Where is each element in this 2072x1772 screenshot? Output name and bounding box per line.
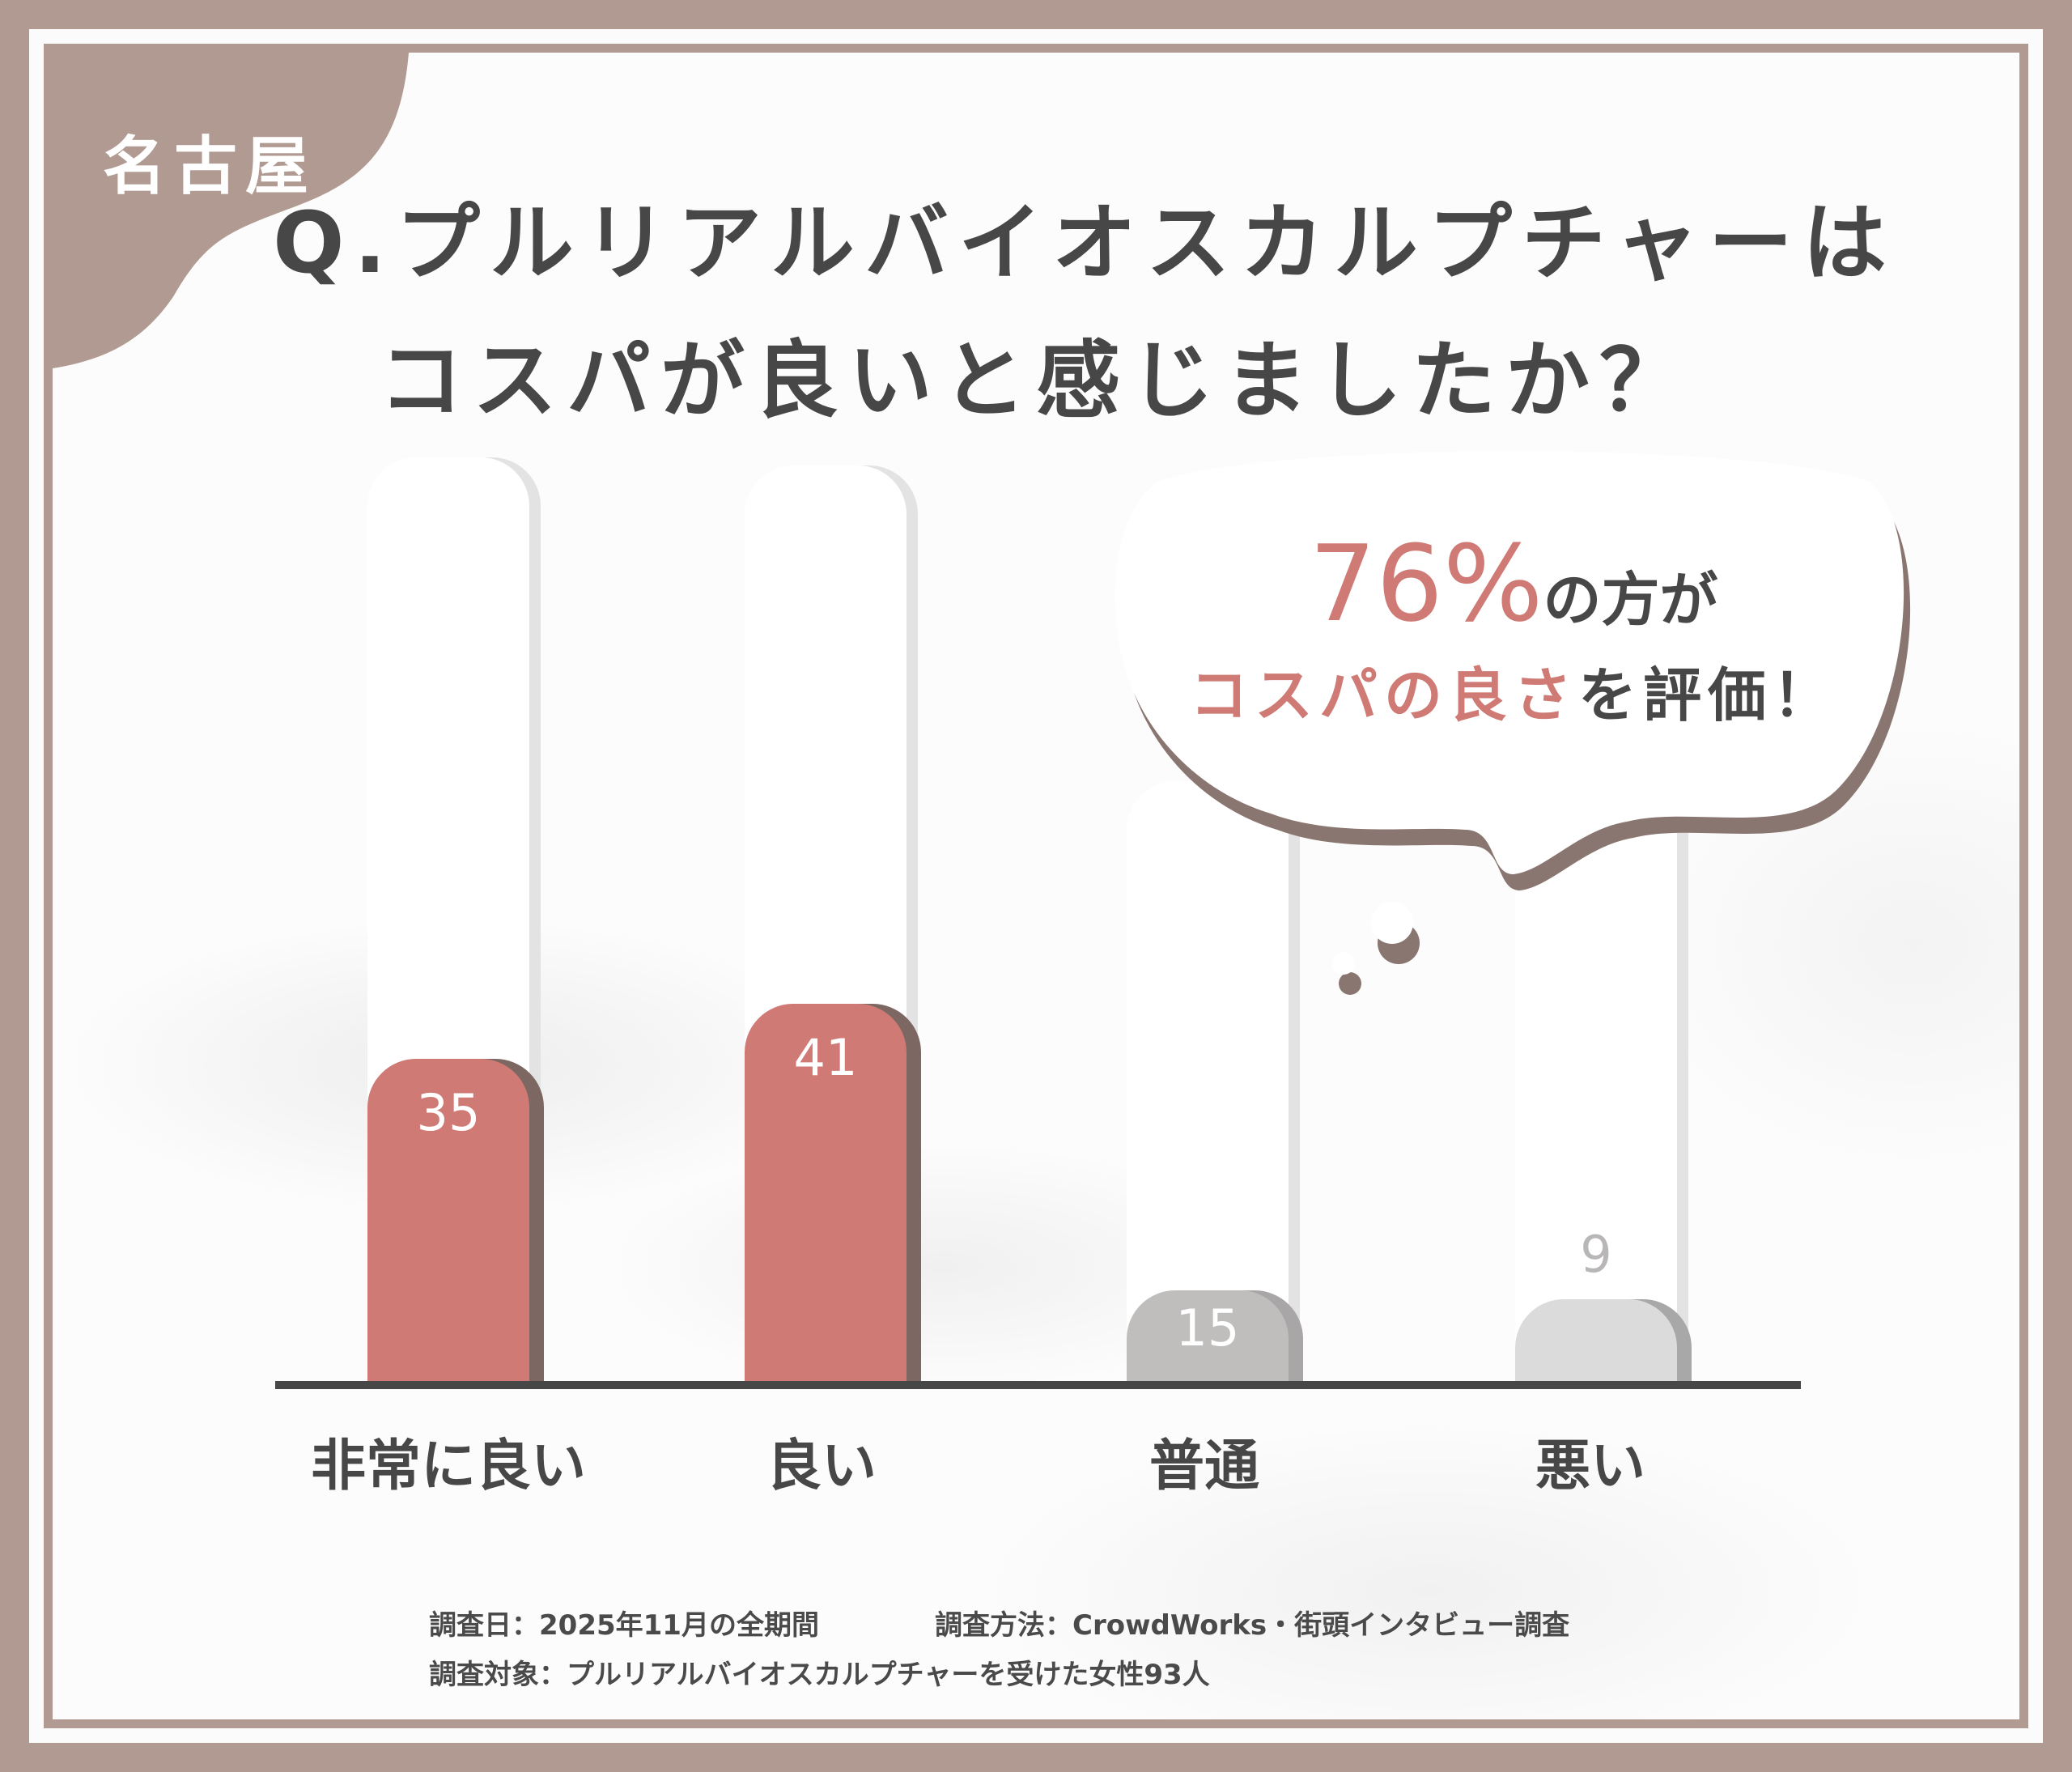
survey-date: 調査日：2025年11月の全期間: [429, 1609, 819, 1642]
question-title-line2: コスパが良いと感じましたか？: [378, 331, 1693, 430]
corner-badge-shape: [53, 53, 409, 368]
bubble-subline: コスパの良さを評価！: [1109, 648, 1918, 733]
bubble-line1-text: の方が: [1543, 566, 1718, 634]
bubble-percent: 76%: [1309, 522, 1543, 645]
speech-bubble: 76%の方が コスパの良さを評価！: [1109, 449, 1918, 1000]
bubble-highlight: コスパの良さ: [1189, 661, 1578, 729]
bar-bad: 9: [1515, 1225, 1677, 1381]
bar-value: 35: [416, 1083, 481, 1142]
category-label-good: 良い: [766, 1434, 877, 1498]
category-label-very-good: 非常に良い: [310, 1434, 586, 1498]
speech-bubble-shape: [1115, 451, 1911, 995]
category-label-neutral: 普通: [1149, 1434, 1259, 1498]
survey-target: 調査対象：プルリアルバイオスカルプチャーを受けた女性93人: [429, 1659, 1210, 1691]
bubble-line2-text: を評価！: [1578, 661, 1838, 729]
bar-very-good: 35: [367, 1059, 529, 1381]
infographic-canvas: 名古屋 Q.プルリアルバイオスカルプチャーは コスパが良いと感じましたか？ 76…: [53, 53, 2019, 1719]
survey-method: 調査方法：CrowdWorks・街頭インタビュー調査: [935, 1609, 1570, 1642]
bar-value: 15: [1175, 1298, 1240, 1358]
bar-neutral: 15: [1127, 1290, 1289, 1381]
x-axis-line: [275, 1381, 1801, 1389]
question-title-line1: Q.プルリアルバイオスカルプチャーは: [273, 193, 1896, 292]
city-badge: 名古屋: [103, 130, 317, 203]
bar-value: 9: [1580, 1225, 1612, 1284]
bar-good: 41: [745, 1004, 906, 1381]
bar-value: 41: [793, 1028, 858, 1087]
bar-track-3: [1127, 781, 1289, 1381]
category-label-bad: 悪い: [1535, 1434, 1645, 1498]
bubble-headline: 76%の方が: [1109, 522, 1918, 645]
